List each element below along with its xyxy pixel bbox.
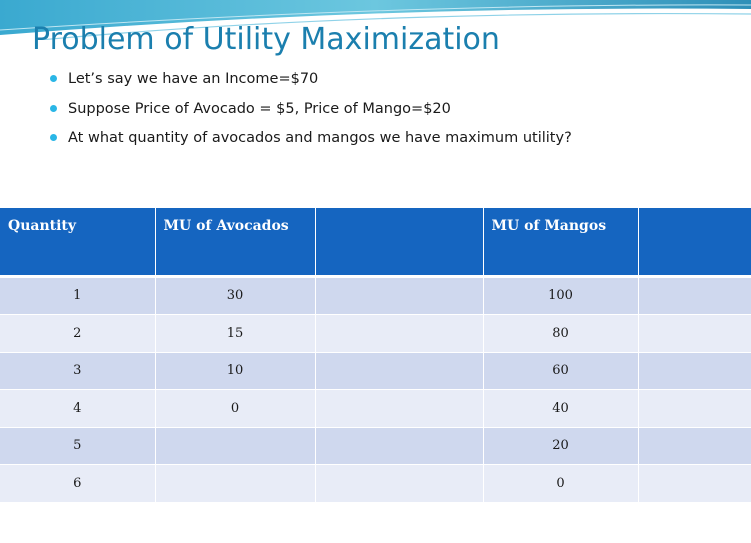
cell-quantity: 3 bbox=[0, 352, 156, 390]
marginal-utility-table: Quantity MU of Avocados MU of Mangos 1 3… bbox=[0, 208, 751, 503]
bullet-text: At what quantity of avocados and mangos … bbox=[68, 130, 572, 146]
bullet-list: Let’s say we have an Income=$70 Suppose … bbox=[50, 70, 572, 159]
bullet-text: Suppose Price of Avocado = $5, Price of … bbox=[68, 100, 451, 117]
cell-mu-avocados: 15 bbox=[155, 314, 316, 353]
table-row: 4 0 40 bbox=[0, 389, 751, 428]
cell-blank bbox=[638, 276, 751, 315]
cell-mu-avocados: 0 bbox=[155, 389, 316, 428]
header-mu-avocados: MU of Avocados bbox=[155, 208, 316, 278]
cell-mu-avocados bbox=[155, 464, 316, 503]
cell-blank bbox=[315, 427, 484, 465]
bullet-item-question: At what quantity of avocados and mangos … bbox=[50, 129, 572, 147]
cell-blank bbox=[315, 352, 484, 390]
cell-quantity: 4 bbox=[0, 389, 156, 428]
header-mu-mangos: MU of Mangos bbox=[483, 208, 639, 278]
cell-blank bbox=[315, 389, 484, 428]
bullet-dot-icon bbox=[50, 134, 57, 141]
cell-blank bbox=[315, 276, 484, 315]
table-row: 6 0 bbox=[0, 464, 751, 503]
cell-mu-mangos: 0 bbox=[483, 464, 639, 503]
cell-blank bbox=[638, 314, 751, 353]
cell-blank bbox=[638, 464, 751, 503]
cell-quantity: 5 bbox=[0, 427, 156, 465]
cell-quantity: 2 bbox=[0, 314, 156, 353]
cell-blank bbox=[638, 352, 751, 390]
cell-blank bbox=[315, 314, 484, 353]
cell-quantity: 6 bbox=[0, 464, 156, 503]
cell-mu-avocados: 10 bbox=[155, 352, 316, 390]
header-blank-1 bbox=[315, 208, 484, 278]
table-row: 5 20 bbox=[0, 427, 751, 465]
cell-mu-avocados bbox=[155, 427, 316, 465]
cell-mu-mangos: 40 bbox=[483, 389, 639, 428]
header-blank-2 bbox=[638, 208, 751, 278]
bullet-dot-icon bbox=[50, 75, 57, 82]
table-row: 3 10 60 bbox=[0, 352, 751, 390]
bullet-item-prices: Suppose Price of Avocado = $5, Price of … bbox=[50, 100, 572, 118]
cell-mu-mangos: 20 bbox=[483, 427, 639, 465]
bullet-dot-icon bbox=[50, 104, 57, 112]
cell-mu-mangos: 60 bbox=[483, 352, 639, 390]
bullet-text: Let’s say we have an Income=$70 bbox=[68, 71, 319, 87]
slide-title: Problem of Utility Maximization bbox=[32, 22, 500, 57]
cell-mu-mangos: 100 bbox=[483, 276, 639, 315]
bullet-item-income: Let’s say we have an Income=$70 bbox=[50, 70, 572, 88]
header-swoosh-decoration bbox=[0, 0, 751, 40]
table-header-row: Quantity MU of Avocados MU of Mangos bbox=[0, 208, 751, 278]
table-row: 2 15 80 bbox=[0, 314, 751, 353]
cell-mu-avocados: 30 bbox=[155, 276, 316, 315]
header-quantity: Quantity bbox=[0, 208, 156, 278]
table-row: 1 30 100 bbox=[0, 276, 751, 315]
cell-blank bbox=[315, 464, 484, 503]
cell-quantity: 1 bbox=[0, 276, 156, 315]
cell-blank bbox=[638, 427, 751, 465]
cell-mu-mangos: 80 bbox=[483, 314, 639, 353]
cell-blank bbox=[638, 389, 751, 428]
